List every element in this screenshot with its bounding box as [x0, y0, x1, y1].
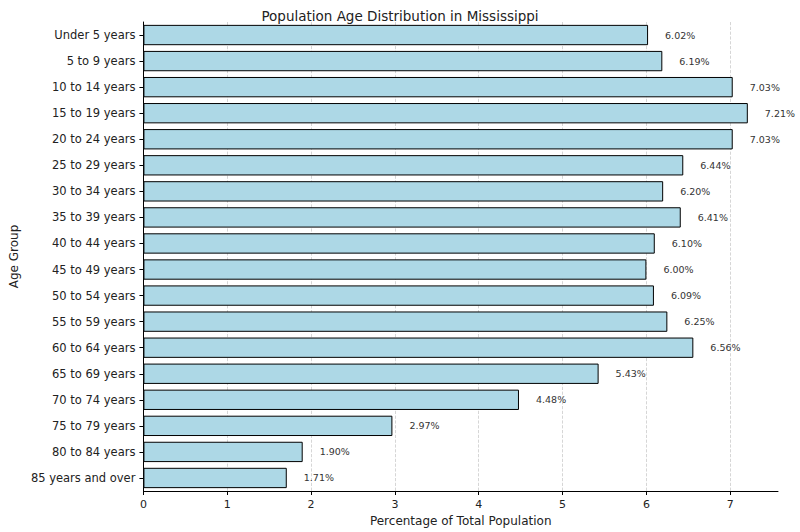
svg-text:7.21%: 7.21%: [765, 108, 795, 119]
svg-text:3: 3: [391, 498, 398, 511]
svg-text:6.44%: 6.44%: [700, 160, 730, 171]
svg-text:1: 1: [224, 498, 231, 511]
svg-text:5 to 9 years: 5 to 9 years: [67, 54, 136, 68]
svg-text:6.20%: 6.20%: [680, 186, 710, 197]
svg-text:25 to 29 years: 25 to 29 years: [52, 158, 135, 172]
svg-text:6: 6: [643, 498, 650, 511]
svg-text:40 to 44 years: 40 to 44 years: [52, 236, 135, 250]
svg-text:80 to 84 years: 80 to 84 years: [52, 445, 135, 459]
svg-text:6.25%: 6.25%: [684, 316, 714, 327]
svg-text:7.03%: 7.03%: [750, 134, 780, 145]
svg-text:60 to 64 years: 60 to 64 years: [52, 341, 135, 355]
svg-text:6.10%: 6.10%: [672, 238, 702, 249]
svg-text:70 to 74 years: 70 to 74 years: [52, 393, 135, 407]
svg-text:6.00%: 6.00%: [663, 264, 693, 275]
svg-text:Under 5 years: Under 5 years: [54, 28, 135, 42]
svg-text:20 to 24 years: 20 to 24 years: [52, 132, 135, 146]
svg-text:6.56%: 6.56%: [710, 342, 740, 353]
svg-text:2.97%: 2.97%: [409, 420, 439, 431]
svg-text:6.09%: 6.09%: [671, 290, 701, 301]
svg-text:Population Age Distribution in: Population Age Distribution in Mississip…: [261, 8, 538, 24]
svg-text:7.03%: 7.03%: [750, 82, 780, 93]
svg-text:30 to 34 years: 30 to 34 years: [52, 184, 135, 198]
svg-text:4.48%: 4.48%: [536, 394, 566, 405]
svg-text:55 to 59 years: 55 to 59 years: [52, 315, 135, 329]
svg-text:7: 7: [727, 498, 734, 511]
svg-text:1.71%: 1.71%: [304, 472, 334, 483]
svg-text:4: 4: [475, 498, 482, 511]
svg-text:Percentage of Total Population: Percentage of Total Population: [370, 514, 552, 528]
svg-text:45 to 49 years: 45 to 49 years: [52, 263, 135, 277]
svg-text:Age Group: Age Group: [7, 225, 21, 289]
svg-text:6.41%: 6.41%: [698, 212, 728, 223]
svg-text:6.19%: 6.19%: [679, 56, 709, 67]
svg-text:50 to 54 years: 50 to 54 years: [52, 289, 135, 303]
svg-text:65 to 69 years: 65 to 69 years: [52, 367, 135, 381]
svg-text:1.90%: 1.90%: [320, 446, 350, 457]
svg-text:75 to 79 years: 75 to 79 years: [52, 419, 135, 433]
svg-text:35 to 39 years: 35 to 39 years: [52, 210, 135, 224]
svg-text:0: 0: [140, 498, 147, 511]
svg-text:10 to 14 years: 10 to 14 years: [52, 80, 135, 94]
svg-text:6.02%: 6.02%: [665, 30, 695, 41]
svg-text:15 to 19 years: 15 to 19 years: [52, 106, 135, 120]
svg-text:85 years and over: 85 years and over: [31, 471, 136, 485]
svg-text:5.43%: 5.43%: [616, 368, 646, 379]
svg-text:2: 2: [308, 498, 315, 511]
svg-text:5: 5: [559, 498, 566, 511]
